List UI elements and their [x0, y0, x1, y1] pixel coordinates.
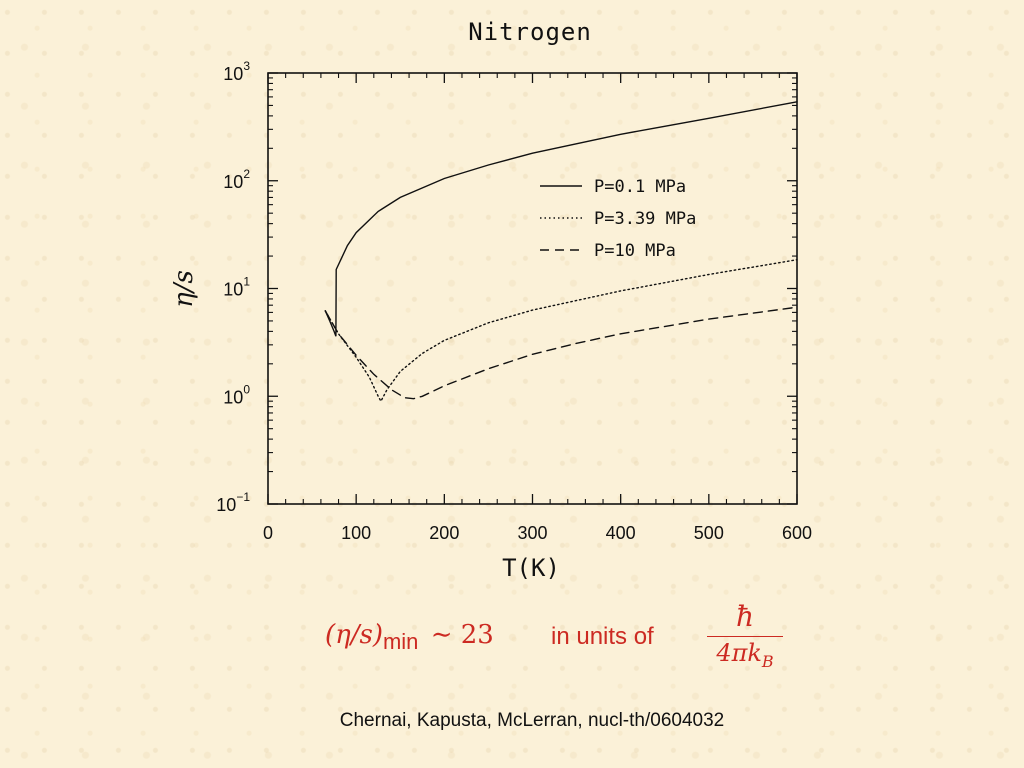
x-tick-label: 100 [341, 523, 371, 543]
y-tick-label: 100 [223, 382, 250, 407]
legend-label: P=10 MPa [594, 241, 676, 261]
y-tick-base: 10 [216, 495, 236, 515]
series-line-1 [324, 101, 798, 337]
y-tick-label: 10−1 [216, 490, 250, 515]
y-tick-exponent: 3 [243, 59, 250, 73]
y-tick-label: 102 [223, 167, 250, 192]
legend-label: P=0.1 MPa [594, 177, 686, 197]
chart-title: Nitrogen [468, 18, 592, 46]
y-tick-base: 10 [223, 172, 243, 192]
x-tick-label: 500 [694, 523, 724, 543]
x-tick-label: 200 [429, 523, 459, 543]
x-axis-label: T(K) [502, 554, 560, 582]
y-tick-base: 10 [223, 280, 243, 300]
formula-denominator-sub: B [761, 651, 774, 671]
x-tick-label: 0 [263, 523, 273, 543]
y-tick-exponent: −1 [236, 490, 250, 504]
formula-rhs: ∼ 23 [430, 620, 494, 650]
formula-fraction: ħ 4πkB [707, 600, 783, 676]
formula-numerator: ħ [735, 600, 755, 633]
x-tick-label: 300 [517, 523, 547, 543]
formula-subscript: min [382, 629, 419, 654]
citation-footer: Chernai, Kapusta, McLerran, nucl-th/0604… [339, 710, 725, 731]
x-tick-label: 600 [782, 523, 812, 543]
y-tick-exponent: 2 [243, 167, 250, 181]
y-tick-base: 10 [223, 387, 243, 407]
y-tick-base: 10 [223, 64, 243, 84]
formula-words: in units of [551, 623, 654, 650]
series-line-2 [324, 259, 798, 403]
formula-denominator-wrap: 4πkB [707, 639, 783, 676]
legend-label: P=3.39 MPa [594, 209, 696, 229]
y-axis-label: η/s [169, 270, 199, 308]
y-tick-label: 101 [223, 275, 250, 300]
y-tick-exponent: 1 [243, 275, 250, 289]
plot-frame [267, 72, 798, 505]
y-tick-exponent: 0 [243, 382, 250, 396]
legend: P=0.1 MPa P=3.39 MPa P=10 MPa [540, 177, 696, 261]
fraction-bar [707, 636, 783, 637]
x-tick-label: 400 [606, 523, 636, 543]
y-tick-label: 103 [223, 59, 250, 84]
formula-lhs: (η/s) [325, 620, 383, 650]
series-line-3 [324, 306, 798, 400]
formula-denominator: 4πk [716, 639, 762, 667]
